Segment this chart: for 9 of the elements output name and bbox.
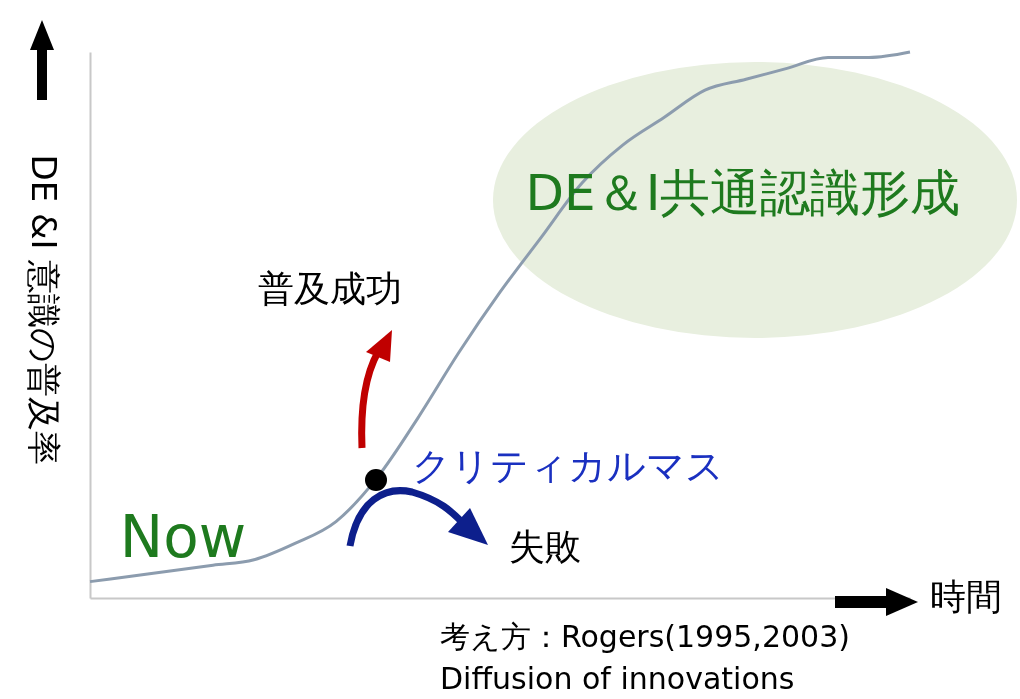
y-axis-title: DE &I 意識の普及率 [24, 154, 64, 466]
annotation: クリティカルマス [412, 444, 724, 488]
annotation: 失敗 [509, 526, 581, 567]
text: Diffusion of innovations [440, 661, 795, 696]
annotation: DE＆I共通認識形成 [525, 164, 961, 222]
annotation: Now [119, 503, 247, 571]
text: 考え方：Rogers(1995,2003) [440, 619, 850, 654]
x-axis-title: 時間 [930, 576, 1002, 617]
annotation: 普及成功 [258, 268, 402, 309]
